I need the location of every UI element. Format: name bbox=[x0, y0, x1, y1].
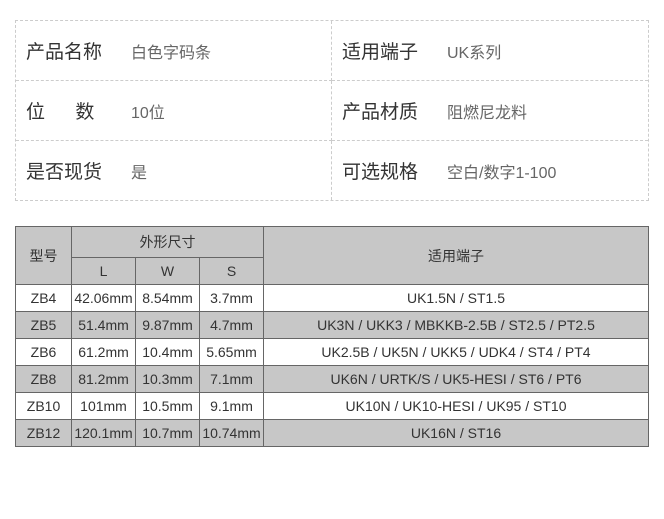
cell-terminal: UK3N / UKK3 / MBKKB-2.5B / ST2.5 / PT2.5 bbox=[264, 312, 649, 339]
info-grid: 产品名称白色字码条适用端子UK系列位数10位产品材质阻燃尼龙料是否现货是可选规格… bbox=[15, 20, 649, 201]
cell-dim-w: 8.54mm bbox=[136, 285, 200, 312]
spec-table-body: ZB442.06mm8.54mm3.7mmUK1.5N / ST1.5ZB551… bbox=[16, 285, 649, 447]
cell-dim-s: 10.74mm bbox=[200, 420, 264, 447]
info-cell: 产品材质阻燃尼龙料 bbox=[332, 81, 648, 141]
info-cell: 产品名称白色字码条 bbox=[16, 21, 332, 81]
spec-table-head: 型号 外形尺寸 适用端子 L W S bbox=[16, 227, 649, 285]
header-dim-w: W bbox=[136, 258, 200, 285]
cell-dim-w: 10.5mm bbox=[136, 393, 200, 420]
header-terminal: 适用端子 bbox=[264, 227, 649, 285]
info-cell: 是否现货是 bbox=[16, 141, 332, 200]
cell-model: ZB5 bbox=[16, 312, 72, 339]
cell-dim-l: 120.1mm bbox=[72, 420, 136, 447]
info-value: 白色字码条 bbox=[131, 39, 211, 63]
cell-dim-w: 9.87mm bbox=[136, 312, 200, 339]
table-row: ZB12120.1mm10.7mm10.74mmUK16N / ST16 bbox=[16, 420, 649, 447]
cell-dim-l: 42.06mm bbox=[72, 285, 136, 312]
cell-dim-s: 9.1mm bbox=[200, 393, 264, 420]
cell-dim-s: 3.7mm bbox=[200, 285, 264, 312]
cell-dim-l: 61.2mm bbox=[72, 339, 136, 366]
cell-model: ZB6 bbox=[16, 339, 72, 366]
cell-terminal: UK6N / URTK/S / UK5-HESI / ST6 / PT6 bbox=[264, 366, 649, 393]
header-model: 型号 bbox=[16, 227, 72, 285]
info-label: 可选规格 bbox=[342, 157, 447, 184]
cell-terminal: UK10N / UK10-HESI / UK95 / ST10 bbox=[264, 393, 649, 420]
info-cell: 可选规格空白/数字1-100 bbox=[332, 141, 648, 200]
info-value: 是 bbox=[131, 159, 147, 183]
cell-dim-s: 5.65mm bbox=[200, 339, 264, 366]
cell-dim-w: 10.4mm bbox=[136, 339, 200, 366]
cell-dim-l: 51.4mm bbox=[72, 312, 136, 339]
info-label: 位数 bbox=[26, 97, 131, 124]
info-label: 产品名称 bbox=[26, 37, 131, 64]
info-value: 空白/数字1-100 bbox=[447, 159, 556, 183]
cell-dim-s: 7.1mm bbox=[200, 366, 264, 393]
info-label: 适用端子 bbox=[342, 37, 447, 64]
table-row: ZB442.06mm8.54mm3.7mmUK1.5N / ST1.5 bbox=[16, 285, 649, 312]
cell-dim-w: 10.3mm bbox=[136, 366, 200, 393]
table-row: ZB10101mm10.5mm9.1mmUK10N / UK10-HESI / … bbox=[16, 393, 649, 420]
header-dimensions: 外形尺寸 bbox=[72, 227, 264, 258]
info-value: 阻燃尼龙料 bbox=[447, 99, 527, 123]
info-cell: 位数10位 bbox=[16, 81, 332, 141]
cell-terminal: UK16N / ST16 bbox=[264, 420, 649, 447]
header-dim-s: S bbox=[200, 258, 264, 285]
info-label: 是否现货 bbox=[26, 157, 131, 184]
info-cell: 适用端子UK系列 bbox=[332, 21, 648, 81]
cell-terminal: UK1.5N / ST1.5 bbox=[264, 285, 649, 312]
info-value: UK系列 bbox=[447, 39, 501, 63]
cell-dim-l: 81.2mm bbox=[72, 366, 136, 393]
cell-model: ZB12 bbox=[16, 420, 72, 447]
cell-dim-w: 10.7mm bbox=[136, 420, 200, 447]
spec-table: 型号 外形尺寸 适用端子 L W S ZB442.06mm8.54mm3.7mm… bbox=[15, 226, 649, 447]
header-dim-l: L bbox=[72, 258, 136, 285]
info-label: 产品材质 bbox=[342, 97, 447, 124]
info-value: 10位 bbox=[131, 99, 165, 123]
cell-dim-l: 101mm bbox=[72, 393, 136, 420]
table-row: ZB881.2mm10.3mm7.1mmUK6N / URTK/S / UK5-… bbox=[16, 366, 649, 393]
cell-terminal: UK2.5B / UK5N / UKK5 / UDK4 / ST4 / PT4 bbox=[264, 339, 649, 366]
cell-model: ZB8 bbox=[16, 366, 72, 393]
table-row: ZB661.2mm10.4mm5.65mmUK2.5B / UK5N / UKK… bbox=[16, 339, 649, 366]
table-row: ZB551.4mm9.87mm4.7mmUK3N / UKK3 / MBKKB-… bbox=[16, 312, 649, 339]
cell-model: ZB4 bbox=[16, 285, 72, 312]
cell-dim-s: 4.7mm bbox=[200, 312, 264, 339]
cell-model: ZB10 bbox=[16, 393, 72, 420]
